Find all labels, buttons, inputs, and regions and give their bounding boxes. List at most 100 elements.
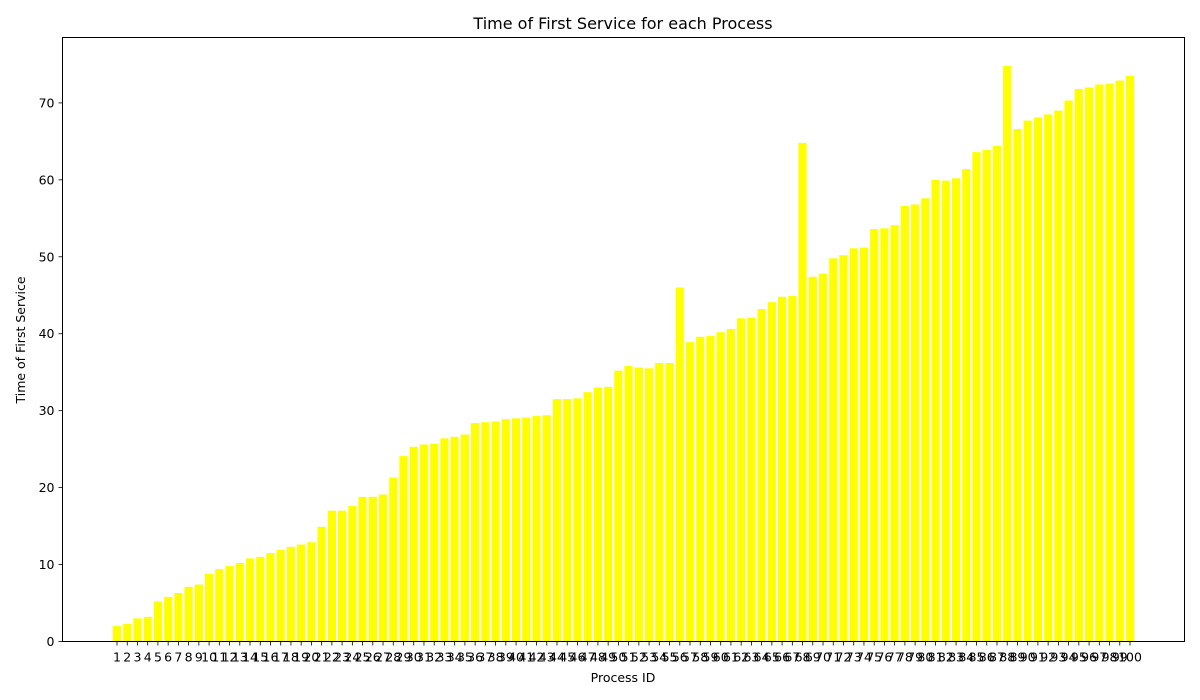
bar-95 (1074, 89, 1083, 642)
bar-86 (982, 149, 991, 642)
x-tick-label: 44 (549, 650, 565, 665)
bar-61 (726, 329, 736, 642)
x-tick-label: 67 (784, 650, 800, 665)
bar-4 (143, 616, 152, 642)
x-tick-label: 57 (682, 650, 698, 665)
x-tick-label: 3 (133, 650, 141, 665)
bar-84 (962, 169, 971, 642)
x-tick-label: 38 (488, 650, 504, 665)
x-tick-label: 20 (303, 650, 319, 665)
x-tick-label: 66 (774, 650, 790, 665)
x-tick-label: 29 (396, 650, 412, 665)
bar-48 (593, 387, 603, 642)
y-axis-label: Time of First Service (13, 276, 28, 404)
bar-90 (1023, 120, 1032, 642)
y-tick-label: 10 (39, 557, 55, 572)
x-tick-label: 53 (641, 650, 657, 665)
x-tick-label: 97 (1091, 650, 1107, 665)
x-tick-label: 52 (631, 650, 647, 665)
x-tick-label: 48 (590, 650, 606, 665)
bar-66 (778, 296, 787, 642)
x-tick-label: 87 (989, 650, 1005, 665)
bar-100 (1125, 75, 1135, 642)
bar-59 (706, 336, 715, 642)
x-tick-label: 37 (477, 650, 493, 665)
bar-36 (471, 422, 480, 642)
bar-77 (890, 225, 899, 642)
x-tick-label: 64 (754, 650, 770, 665)
bar-92 (1044, 114, 1053, 642)
bars-group (112, 65, 1135, 642)
x-tick-label: 28 (385, 650, 401, 665)
bar-24 (348, 506, 357, 642)
bar-72 (839, 255, 848, 642)
bar-85 (972, 152, 981, 642)
x-tick-label: 25 (355, 650, 371, 665)
x-tick-label: 77 (887, 650, 903, 665)
x-tick-label: 42 (529, 650, 545, 665)
x-tick-label: 49 (600, 650, 616, 665)
x-tick-label: 89 (1009, 650, 1025, 665)
y-tick-label: 40 (39, 326, 55, 341)
bar-28 (389, 477, 398, 642)
x-tick-label: 40 (508, 650, 524, 665)
bar-55 (665, 362, 674, 642)
bar-22 (327, 510, 336, 642)
bar-73 (849, 248, 858, 642)
x-tick-label: 8 (185, 650, 193, 665)
x-tick-label: 45 (559, 650, 575, 665)
x-tick-label: 26 (365, 650, 381, 665)
x-tick-label: 65 (764, 650, 780, 665)
plot-frame (62, 37, 1185, 642)
bar-80 (921, 198, 930, 642)
bar-75 (870, 229, 879, 642)
x-tick-label: 74 (856, 650, 872, 665)
x-tick-label: 51 (621, 650, 637, 665)
bar-91 (1033, 117, 1043, 642)
bar-47 (583, 392, 592, 642)
bar-97 (1095, 84, 1104, 642)
bar-8 (184, 586, 193, 642)
x-tick-label: 90 (1020, 650, 1036, 665)
x-tick-label: 68 (795, 650, 811, 665)
x-axis-ticks: 1 2 3 4 5 6 7 8 91011121314151617181920212223242… (113, 641, 1142, 665)
x-tick-label: 73 (846, 650, 862, 665)
bar-87 (992, 145, 1002, 642)
x-tick-label: 76 (876, 650, 892, 665)
x-tick-label: 11 (211, 650, 227, 665)
bar-21 (317, 526, 326, 642)
x-tick-label: 15 (252, 650, 268, 665)
bar-23 (338, 510, 347, 642)
x-tick-label: 23 (334, 650, 350, 665)
bar-81 (931, 179, 940, 642)
bar-20 (307, 542, 316, 642)
x-tick-label: 9 (195, 650, 203, 665)
x-tick-label: 71 (825, 650, 841, 665)
bar-56 (675, 287, 684, 642)
bar-53 (644, 368, 654, 642)
x-tick-label: 58 (692, 650, 708, 665)
x-tick-label: 7 (174, 650, 182, 665)
bar-15 (256, 556, 265, 642)
x-tick-label: 54 (651, 650, 667, 665)
x-tick-label: 81 (928, 650, 944, 665)
x-tick-label: 35 (457, 650, 473, 665)
bar-50 (614, 370, 623, 642)
bar-30 (409, 446, 418, 642)
x-tick-label: 56 (672, 650, 688, 665)
x-tick-label: 72 (836, 650, 852, 665)
bar-33 (440, 438, 449, 642)
x-tick-label: 1 (113, 650, 121, 665)
x-tick-label: 98 (1102, 650, 1118, 665)
bar-78 (900, 206, 909, 642)
x-tick-label: 78 (897, 650, 913, 665)
bar-58 (696, 336, 705, 642)
x-tick-label: 36 (467, 650, 483, 665)
x-tick-label: 19 (293, 650, 309, 665)
bar-37 (481, 422, 490, 642)
y-tick-label: 60 (39, 172, 55, 187)
bar-99 (1115, 80, 1124, 642)
x-tick-label: 79 (907, 650, 923, 665)
x-tick-label: 93 (1050, 650, 1066, 665)
